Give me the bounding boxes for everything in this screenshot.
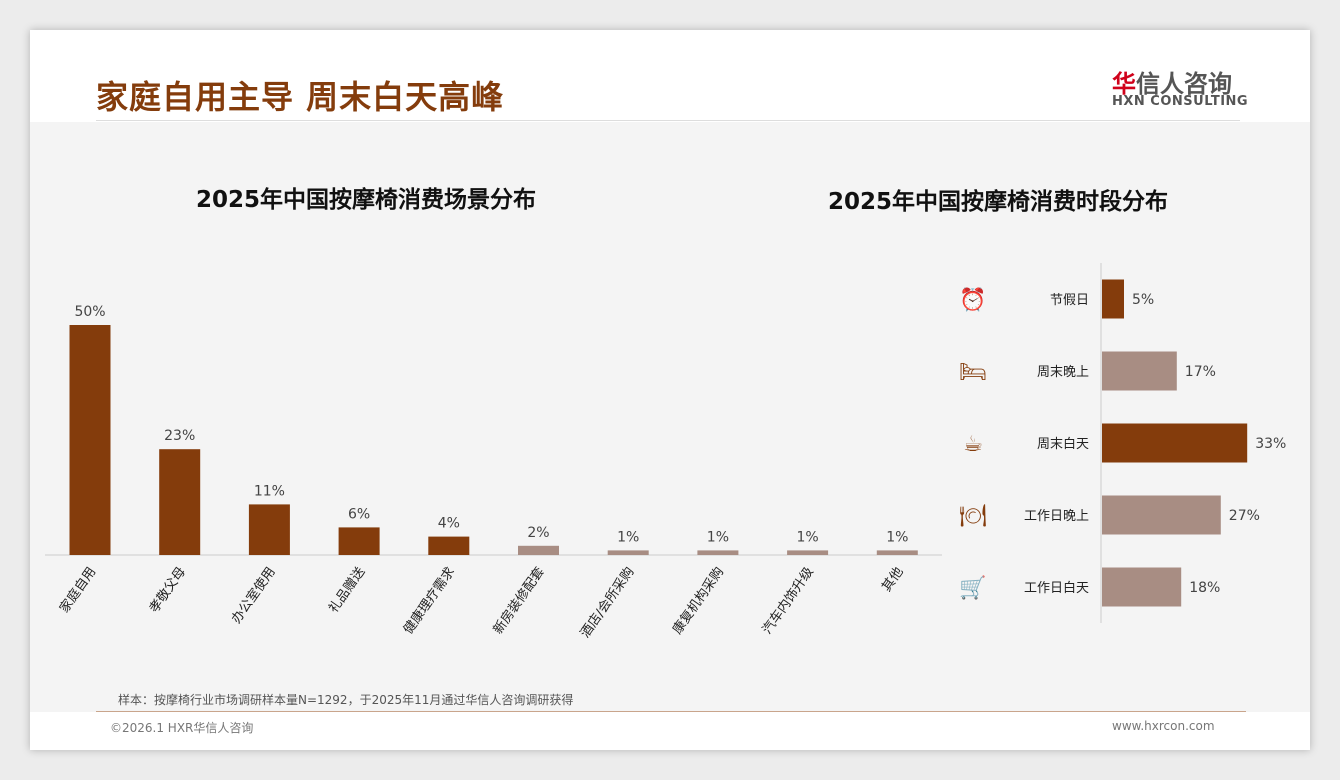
bar [607, 550, 649, 555]
tick-label: 礼品赠送 [325, 564, 368, 616]
logo-en: HXN CONSULTING [1112, 94, 1249, 109]
tick-label: 新房装修配套 [490, 564, 548, 637]
data-label: 18% [1189, 580, 1220, 596]
category-label: 周末晚上 [1037, 365, 1089, 380]
data-label: 5% [1132, 292, 1154, 308]
data-label: 1% [796, 529, 818, 545]
bar [428, 536, 470, 555]
bar [787, 550, 829, 555]
bar [69, 325, 111, 555]
data-label: 4% [438, 516, 460, 532]
category-label: 工作日白天 [1024, 580, 1089, 596]
logo-mark: 华 [1112, 70, 1136, 98]
slide: 家庭自用主导 周末白天高峰 华信人咨询 HXN CONSULTING 2025年… [30, 30, 1310, 750]
copyright: ©2026.1 HXR华信人咨询 [110, 721, 254, 735]
data-label: 23% [164, 428, 195, 444]
logo: 华信人咨询 [1112, 64, 1232, 99]
tick-label: 健康理疗需求 [400, 564, 458, 637]
bed-icon: 🛏 [959, 360, 987, 385]
data-label: 1% [886, 529, 908, 545]
data-label: 11% [254, 483, 285, 499]
data-label: 50% [74, 304, 105, 320]
tick-label: 其他 [879, 565, 906, 595]
footer [30, 712, 1310, 750]
footer-divider [96, 711, 1246, 712]
tick-label: 酒店/会所采购 [577, 564, 637, 641]
logo-text: 信人咨询 [1136, 70, 1232, 98]
sample-note: 样本：按摩椅行业市场调研样本量N=1292，于2025年11月通过华信人咨询调研… [118, 693, 574, 707]
bar [876, 550, 918, 555]
bar [248, 504, 290, 555]
plate-cutlery-icon: 🍽 [959, 504, 987, 529]
tick-label: 汽车内饰升级 [759, 564, 817, 637]
bar [159, 449, 201, 555]
data-label: 1% [707, 529, 729, 545]
bar [1102, 567, 1182, 607]
tick-label: 家庭自用 [56, 564, 99, 616]
bar [518, 545, 559, 555]
bar [1102, 423, 1248, 463]
category-label: 工作日晚上 [1024, 509, 1089, 524]
website: www.hxrcon.com [1112, 719, 1215, 733]
bar [1102, 351, 1177, 391]
page-title: 家庭自用主导 周末白天高峰 [96, 78, 505, 116]
data-label: 33% [1255, 436, 1286, 452]
tick-label: 孝敬父母 [146, 564, 189, 616]
right-chart-title: 2025年中国按摩椅消费时段分布 [828, 189, 1169, 215]
header [30, 30, 1310, 122]
data-label: 17% [1185, 364, 1216, 380]
bar [1102, 279, 1124, 319]
data-label: 1% [617, 529, 639, 545]
bar [338, 527, 380, 555]
category-label: 周末白天 [1037, 436, 1089, 452]
left-chart-title: 2025年中国按摩椅消费场景分布 [196, 187, 537, 213]
bar [697, 550, 739, 555]
tick-label: 办公室使用 [228, 564, 278, 626]
divider [96, 120, 1240, 121]
alarm-clock-icon: ⏰ [959, 286, 986, 313]
data-label: 27% [1229, 508, 1260, 524]
coffee-mug-icon: ☕ [963, 432, 983, 457]
data-label: 2% [527, 525, 549, 541]
category-label: 节假日 [1050, 293, 1089, 308]
tick-label: 康复机构采购 [669, 564, 727, 637]
shopping-cart-icon: 🛒 [959, 575, 986, 601]
data-label: 6% [348, 506, 370, 522]
bar [1102, 495, 1221, 535]
charts: 50% 家庭自用 23% 孝敬父母 11% 办公室使用 6% 礼品赠送 4% 健康理疗需求 2% 新房… [45, 263, 1286, 641]
